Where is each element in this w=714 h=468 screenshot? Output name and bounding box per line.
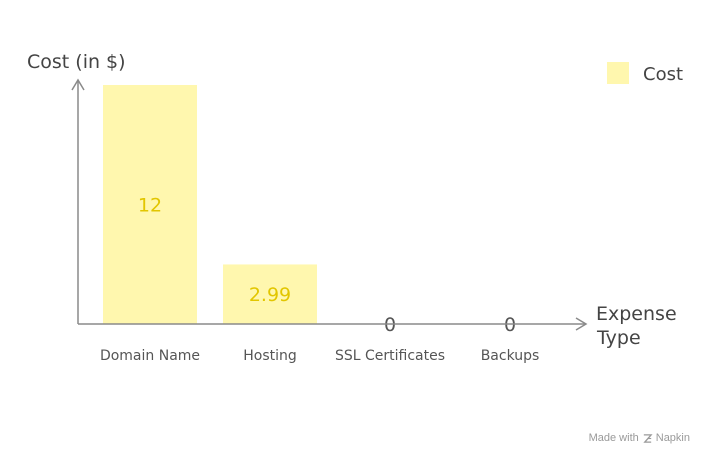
x-axis-title-line1: Expense <box>596 303 677 325</box>
value-label-domain-name: 12 <box>138 195 162 217</box>
x-tick-backups: Backups <box>481 348 540 364</box>
legend-swatch <box>607 62 629 84</box>
y-axis-title: Cost (in $) <box>27 51 126 73</box>
x-tick-domain-name: Domain Name <box>100 348 200 364</box>
x-axis-arrow <box>575 317 588 331</box>
bar-domain-name <box>103 85 197 324</box>
legend: Cost <box>607 62 683 85</box>
x-tick-ssl-certificates: SSL Certificates <box>335 348 445 364</box>
napkin-brand-text: Napkin <box>655 432 690 444</box>
value-label-ssl-certificates: 0 <box>384 314 396 336</box>
x-tick-labels-group: Domain Name Hosting SSL Certificates Backup… <box>100 348 539 364</box>
napkin-logo-icon <box>643 433 653 443</box>
x-axis-title-line2: Type <box>596 327 641 349</box>
x-tick-hosting: Hosting <box>243 348 297 364</box>
made-with-text: Made with <box>588 432 639 444</box>
value-label-hosting: 2.99 <box>249 284 291 306</box>
y-axis-arrow <box>71 78 85 91</box>
bars-group <box>103 85 317 324</box>
value-labels-group: 12 2.99 0 0 <box>138 195 516 337</box>
footer-credit: Made with Napkin <box>589 432 690 444</box>
bar-hosting <box>223 264 317 324</box>
value-label-backups: 0 <box>504 314 516 336</box>
legend-label: Cost <box>643 64 683 85</box>
